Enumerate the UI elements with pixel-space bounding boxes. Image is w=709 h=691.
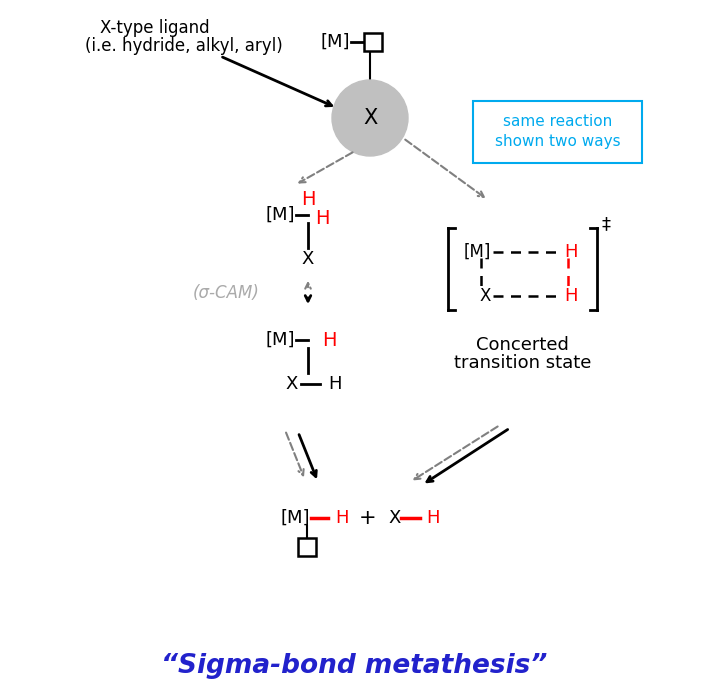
Text: [M]: [M] bbox=[320, 33, 350, 51]
Text: Concerted: Concerted bbox=[476, 336, 569, 354]
Text: H: H bbox=[564, 287, 578, 305]
Text: H: H bbox=[335, 509, 349, 527]
Text: X-type ligand: X-type ligand bbox=[100, 19, 210, 37]
Text: H: H bbox=[301, 189, 316, 209]
Text: H: H bbox=[322, 330, 337, 350]
Text: +: + bbox=[359, 508, 376, 528]
Text: same reaction: same reaction bbox=[503, 113, 612, 129]
Text: (i.e. hydride, alkyl, aryl): (i.e. hydride, alkyl, aryl) bbox=[85, 37, 283, 55]
Text: H: H bbox=[426, 509, 440, 527]
Text: X: X bbox=[388, 509, 401, 527]
Text: X: X bbox=[363, 108, 377, 128]
Text: X: X bbox=[479, 287, 491, 305]
Text: [M]: [M] bbox=[265, 331, 295, 349]
Text: [M]: [M] bbox=[464, 243, 491, 261]
Text: X: X bbox=[286, 375, 298, 393]
Text: X: X bbox=[302, 250, 314, 268]
Text: H: H bbox=[328, 375, 342, 393]
Text: [M]: [M] bbox=[265, 206, 295, 224]
Bar bbox=[298, 538, 316, 556]
Text: H: H bbox=[315, 209, 329, 227]
Text: transition state: transition state bbox=[454, 354, 591, 372]
Text: shown two ways: shown two ways bbox=[495, 133, 620, 149]
Bar bbox=[364, 33, 382, 51]
Text: “Sigma-bond metathesis”: “Sigma-bond metathesis” bbox=[162, 653, 547, 679]
Text: (σ-CAM): (σ-CAM) bbox=[193, 284, 260, 302]
Text: H: H bbox=[564, 243, 578, 261]
Text: [M]: [M] bbox=[281, 509, 310, 527]
FancyBboxPatch shape bbox=[473, 101, 642, 163]
Circle shape bbox=[332, 80, 408, 156]
Text: ‡: ‡ bbox=[602, 215, 611, 233]
